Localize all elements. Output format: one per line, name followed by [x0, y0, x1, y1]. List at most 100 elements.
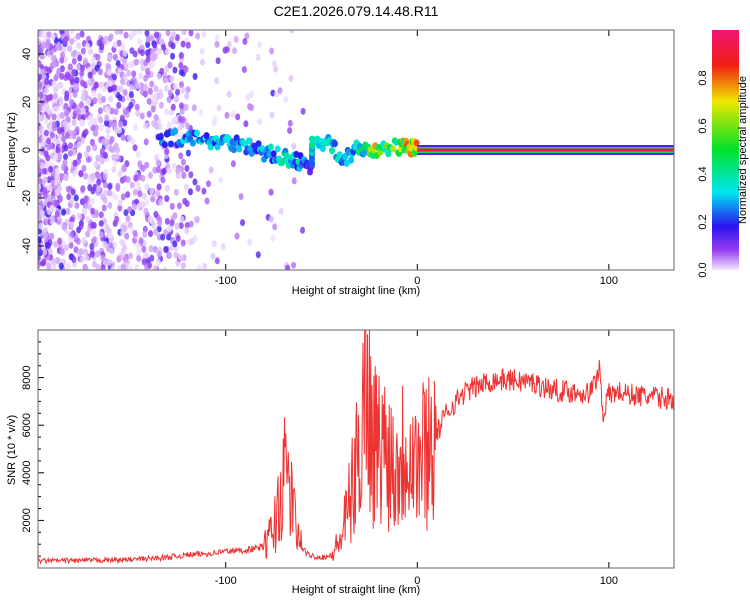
spectrogram-cell: [169, 75, 175, 83]
colorbar-tick-label: 0.8: [697, 70, 709, 85]
spectrogram-cell: [129, 181, 135, 189]
colorbar-segment: [712, 148, 739, 151]
colorbar-segment: [712, 250, 739, 253]
colorbar-segment: [712, 126, 739, 129]
spectrogram-cell: [109, 247, 115, 255]
spectrogram-cell: [214, 34, 220, 42]
spectrogram-cell: [107, 85, 113, 93]
spectrogram-cell: [95, 154, 101, 162]
spectrogram-cell: [105, 127, 111, 135]
spectrogram-cell: [146, 97, 152, 105]
spectrogram-cell: [144, 199, 150, 207]
spectrogram-cell: [166, 225, 172, 233]
spectrogram-cell: [46, 137, 52, 145]
spectrogram-cell: [164, 195, 170, 203]
spectrogram-cell: [123, 209, 129, 217]
spectrogram-cell: [101, 204, 107, 212]
spectrogram-cell: [164, 48, 170, 56]
spectrogram-cell: [233, 35, 239, 43]
colorbar-segment: [712, 130, 739, 133]
spectrogram-cell: [38, 81, 43, 89]
spectrogram-cell: [181, 254, 187, 262]
colorbar-segment: [712, 214, 739, 217]
colorbar-segment: [712, 216, 739, 219]
spectrogram-cell: [194, 216, 200, 224]
spectrogram-cell: [99, 124, 105, 132]
spectrogram-cell: [184, 221, 190, 229]
spectrogram-cell: [207, 143, 214, 151]
spectrogram-cell: [287, 119, 293, 127]
spectrogram-cell: [103, 189, 109, 197]
spectrogram-cell: [285, 264, 291, 270]
spectrogram-cell: [76, 42, 82, 50]
spectrogram-cell: [268, 188, 274, 196]
colorbar-segment: [712, 48, 739, 51]
colorbar-segment: [712, 220, 739, 223]
colorbar-segment: [712, 202, 739, 205]
colorbar-segment: [712, 174, 739, 177]
spectrogram-cell: [42, 248, 48, 256]
spectrogram-cell: [199, 47, 205, 55]
spectrogram-cell: [43, 87, 49, 95]
spectrogram-cell: [202, 262, 208, 270]
colorbar-segment: [712, 170, 739, 173]
spectrogram-cell: [108, 241, 114, 249]
spectrogram-cell: [64, 132, 70, 140]
spectrogram-cell: [98, 220, 104, 228]
spectrogram-cell: [343, 159, 350, 167]
spectrogram-cell: [61, 239, 67, 247]
spectrogram-cell: [139, 58, 145, 66]
colorbar-segment: [712, 196, 739, 199]
spectrogram-cell: [114, 30, 120, 36]
spectrogram-panel: -100 0 100 -40 -20 0 20 40: [21, 30, 674, 287]
spectrogram-cell: [100, 264, 106, 270]
spectrogram-cell: [214, 77, 220, 85]
spectrogram-cell: [68, 110, 74, 118]
spectrogram-cell: [390, 145, 397, 153]
spectrogram-cell: [77, 54, 83, 62]
colorbar-segment: [712, 226, 739, 229]
spectrogram-cell: [46, 194, 52, 202]
spectrogram-cell: [178, 152, 184, 160]
spectrogram-cell: [116, 39, 122, 47]
spectrogram-cell: [124, 160, 130, 168]
spectrogram-cell: [130, 138, 136, 146]
spectrogram-cell: [236, 145, 243, 153]
spectrogram-cell: [300, 226, 306, 234]
spectrogram-cell: [139, 49, 145, 57]
spectrogram-cell: [270, 89, 276, 97]
spectrogram-cell: [83, 172, 89, 180]
spectrogram-cell: [72, 159, 78, 167]
spectrogram-cell: [178, 81, 184, 89]
spectrogram-cell: [153, 85, 159, 93]
colorbar-segment: [712, 188, 739, 191]
spectrogram-cell: [78, 169, 84, 177]
spectrogram-cell: [98, 231, 104, 239]
spectrogram-cell: [211, 240, 217, 248]
spectrogram-cell: [45, 154, 51, 162]
colorbar-segment: [712, 144, 739, 147]
spectrogram-cell: [180, 116, 186, 124]
colorbar-segment: [712, 244, 739, 247]
spectrogram-cell: [158, 92, 164, 100]
spectrogram-cell: [116, 255, 122, 263]
spectrogram-cell: [242, 37, 248, 45]
spectrogram-cell: [69, 38, 75, 46]
spectrogram-cell: [174, 222, 180, 230]
spectrogram-cell: [131, 70, 137, 78]
spectrogram-cell: [128, 83, 134, 91]
colorbar-segment: [712, 138, 739, 141]
colorbar-segment: [712, 134, 739, 137]
colorbar-segment: [712, 36, 739, 39]
spectrogram-cell: [244, 32, 250, 40]
spectrogram-cell: [132, 123, 138, 131]
spectrogram-cell: [38, 30, 42, 38]
spectrogram-cell: [170, 103, 176, 111]
colorbar-segment: [712, 150, 739, 153]
spectrogram-cell: [132, 229, 138, 237]
colorbar-segment: [712, 114, 739, 117]
spectrogram-cell: [167, 251, 173, 259]
spectrogram-cell: [86, 203, 92, 211]
spectrogram-cell: [53, 74, 59, 82]
spectrogram-cell: [71, 57, 77, 65]
